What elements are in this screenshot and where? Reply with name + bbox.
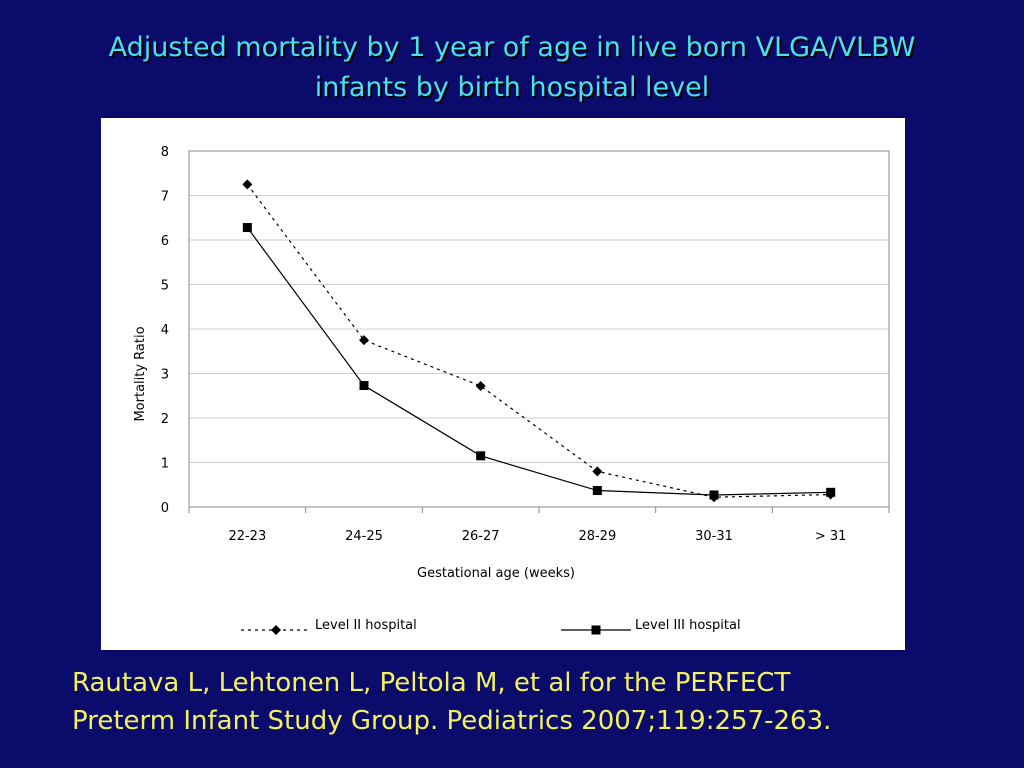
series-2-point — [359, 381, 369, 391]
series-1-point — [592, 466, 603, 477]
citation: Rautava L, Lehtonen L, Peltola M, et al … — [72, 664, 972, 740]
legend-swatch-marker — [271, 625, 281, 635]
legend: Level II hospital Level III hospital — [241, 618, 741, 635]
series-lines — [246, 184, 831, 498]
slide-title-line-2: infants by birth hospital level — [314, 72, 710, 103]
legend-swatch-marker — [591, 625, 601, 635]
series-line-1 — [246, 184, 831, 498]
y-tick-label: 6 — [161, 234, 169, 249]
y-tick-label: 4 — [161, 323, 169, 338]
legend-label: Level III hospital — [635, 618, 741, 633]
series-1-point — [475, 380, 486, 391]
x-tick-label: 24-25 — [345, 529, 383, 544]
series-2-point — [826, 487, 836, 497]
y-tick-label: 3 — [161, 368, 169, 383]
y-tick-label: 8 — [161, 145, 169, 160]
y-tick-label: 2 — [161, 412, 169, 427]
y-axis-label: Mortality Ratio — [133, 326, 148, 421]
x-tick-label: 28-29 — [578, 529, 616, 544]
slide-title-line-1: Adjusted mortality by 1 year of age in l… — [108, 32, 916, 63]
y-tick-label: 1 — [161, 457, 169, 472]
series-2-point — [242, 223, 252, 233]
citation-line-2: Preterm Infant Study Group. Pediatrics 2… — [72, 706, 832, 736]
citation-line-1: Rautava L, Lehtonen L, Peltola M, et al … — [72, 668, 791, 698]
gridlines — [189, 195, 889, 463]
series-1-point — [242, 179, 253, 190]
series-line-2 — [246, 227, 831, 496]
legend-label: Level II hospital — [315, 618, 417, 633]
x-tick-label: > 31 — [815, 529, 847, 544]
y-axis-ticks: 0 1 2 3 4 5 6 7 8 — [161, 145, 169, 516]
x-tick-label: 22-23 — [228, 529, 266, 544]
x-tick-label: 26-27 — [462, 529, 500, 544]
series-2-point — [476, 451, 486, 461]
x-axis-ticks: 22-23 24-25 26-27 28-29 30-31 > 31 — [188, 507, 890, 544]
slide-title: Adjusted mortality by 1 year of age in l… — [40, 28, 984, 108]
x-tick-label: 30-31 — [695, 529, 733, 544]
y-tick-label: 7 — [161, 190, 169, 205]
y-tick-label: 0 — [161, 501, 169, 516]
series-1-point — [359, 335, 369, 346]
series-2-point — [592, 486, 602, 496]
series-markers — [242, 179, 836, 503]
series-2-point — [709, 490, 719, 500]
x-axis-label: Gestational age (weeks) — [417, 566, 575, 581]
y-tick-label: 5 — [161, 279, 169, 294]
